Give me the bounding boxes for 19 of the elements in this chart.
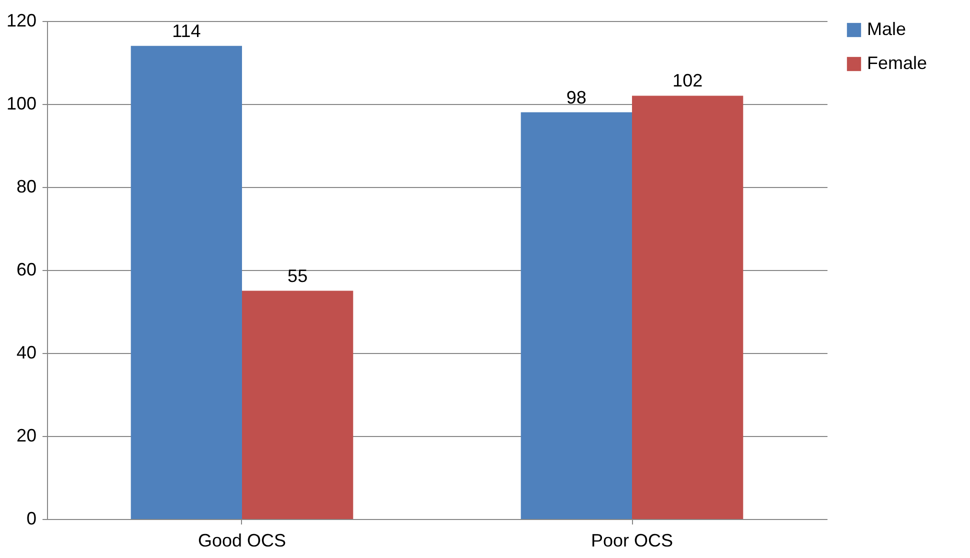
y-tick-label: 60 [16, 260, 36, 280]
x-tick-label: Good OCS [198, 530, 286, 550]
y-tick-label: 120 [6, 10, 36, 30]
bar [130, 46, 242, 519]
y-tick-label: 40 [16, 342, 36, 362]
bar [520, 112, 632, 519]
y-tick-label: 80 [16, 176, 36, 196]
legend-label: Male [867, 19, 906, 39]
legend-label: Female [867, 53, 928, 73]
bar [242, 290, 354, 519]
data-label: 114 [172, 20, 201, 41]
data-label: 98 [566, 87, 586, 108]
y-tick-label: 100 [6, 94, 36, 114]
x-tick-label: Poor OCS [590, 530, 674, 550]
bar [632, 96, 744, 519]
y-tick-label: 0 [26, 508, 36, 528]
data-label: 55 [288, 266, 308, 286]
y-tick-label: 20 [16, 426, 36, 446]
data-label: 102 [672, 70, 703, 91]
